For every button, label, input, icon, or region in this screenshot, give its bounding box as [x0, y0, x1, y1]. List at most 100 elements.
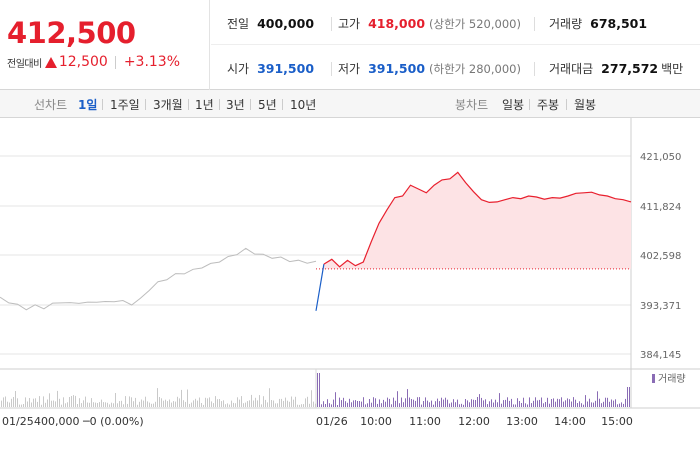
volume-bar [223, 400, 224, 407]
volume-bar [475, 400, 476, 407]
x-tick-label: 13:00 [506, 415, 538, 428]
tab-weekly-candle[interactable]: 주봉 [537, 98, 560, 112]
volume-bar [75, 395, 76, 407]
volume-bar [47, 399, 48, 407]
volume-bar [137, 404, 138, 407]
volume-bar [497, 402, 498, 407]
change-value: 12,500 [58, 54, 108, 70]
volume-bar [235, 403, 236, 407]
volume-bar [275, 403, 276, 407]
y-tick-label: 384,145 [640, 350, 681, 361]
tab-daily-candle[interactable]: 일봉 [502, 98, 525, 112]
volume-bar [95, 402, 96, 407]
volume-bar [599, 398, 600, 407]
divider [102, 99, 103, 110]
volume-bar [139, 401, 140, 407]
volume-bar [375, 398, 376, 407]
tab-1d[interactable]: 1일 [78, 98, 98, 112]
volume-bar [459, 404, 460, 407]
volume-bar [153, 403, 154, 407]
volume-bar [69, 397, 70, 407]
volume-bar [271, 400, 272, 407]
volume-bar [519, 401, 520, 407]
volume-bar [405, 398, 406, 407]
volume-bar [59, 398, 60, 407]
divider [331, 17, 332, 31]
volume-bar [627, 387, 628, 407]
volume-bar [425, 397, 426, 407]
stat-value: 391,500 [257, 61, 315, 76]
tab-1w[interactable]: 1주일 [110, 98, 140, 112]
volume-bar [311, 390, 312, 407]
volume-bar [309, 403, 310, 407]
volume-bar [19, 404, 20, 407]
volume-bar [503, 400, 504, 407]
volume-bar [15, 391, 16, 407]
volume-bar [157, 388, 158, 407]
volume-bar [419, 397, 420, 407]
tab-monthly-candle[interactable]: 월봉 [574, 98, 597, 112]
volume-bar [105, 402, 106, 407]
volume-bar [61, 404, 62, 407]
tab-3m[interactable]: 3개월 [153, 98, 183, 112]
volume-bar [241, 396, 242, 407]
volume-bar [177, 396, 178, 407]
volume-bar [383, 399, 384, 407]
volume-bar [589, 398, 590, 407]
volume-bar [549, 403, 550, 407]
volume-bar [567, 398, 568, 407]
volume-bar [373, 397, 374, 407]
volume-bar [237, 397, 238, 407]
line-chart-label: 선차트 [34, 98, 68, 112]
volume-bar [99, 402, 100, 407]
volume-bar [411, 399, 412, 407]
volume-bar [395, 400, 396, 407]
volume-bar [461, 403, 462, 407]
volume-bar [429, 402, 430, 407]
volume-bar [611, 399, 612, 407]
volume-bar [319, 373, 320, 407]
volume-bar [345, 401, 346, 407]
volume-bar [183, 400, 184, 407]
volume-bar [79, 398, 80, 407]
current-price: 412,500 [7, 16, 136, 50]
volume-bar [217, 399, 218, 407]
tab-3y[interactable]: 3년 [226, 98, 245, 112]
volume-bar [131, 397, 132, 407]
divider [566, 99, 567, 110]
volume-bar [225, 404, 226, 407]
volume-bar [541, 397, 542, 407]
volume-bar [213, 403, 214, 407]
tab-5y[interactable]: 5년 [258, 98, 277, 112]
volume-bar [471, 399, 472, 407]
volume-bar [595, 400, 596, 407]
volume-bar [37, 401, 38, 407]
volume-bar [297, 404, 298, 407]
price-chart[interactable]: 421,050 411,824 402,598 393,371 384,145 … [0, 118, 700, 450]
volume-bar [341, 400, 342, 407]
volume-bar [537, 400, 538, 407]
x-label-prev-date: 01/25 [2, 415, 34, 428]
volume-bar [349, 398, 350, 407]
volume-bar [335, 392, 336, 407]
volume-bar [609, 401, 610, 407]
volume-bar [433, 404, 434, 407]
tab-10y[interactable]: 10년 [290, 98, 317, 112]
stat-label: 거래량 [549, 17, 583, 31]
volume-bar [573, 397, 574, 407]
volume-bar [65, 403, 66, 407]
divider [114, 55, 116, 69]
volume-bar [505, 399, 506, 407]
volume-bar [43, 396, 44, 407]
today-price-line-down [315, 263, 325, 311]
volume-bar [211, 401, 212, 407]
volume-bar [545, 402, 546, 407]
volume-bar [201, 403, 202, 407]
volume-bar [321, 404, 322, 407]
tab-1y[interactable]: 1년 [195, 98, 214, 112]
volume-bar [621, 402, 622, 407]
volume-bar [195, 398, 196, 407]
volume-bar [185, 401, 186, 407]
volume-bar [389, 398, 390, 407]
stat-label: 거래대금 [549, 62, 594, 76]
